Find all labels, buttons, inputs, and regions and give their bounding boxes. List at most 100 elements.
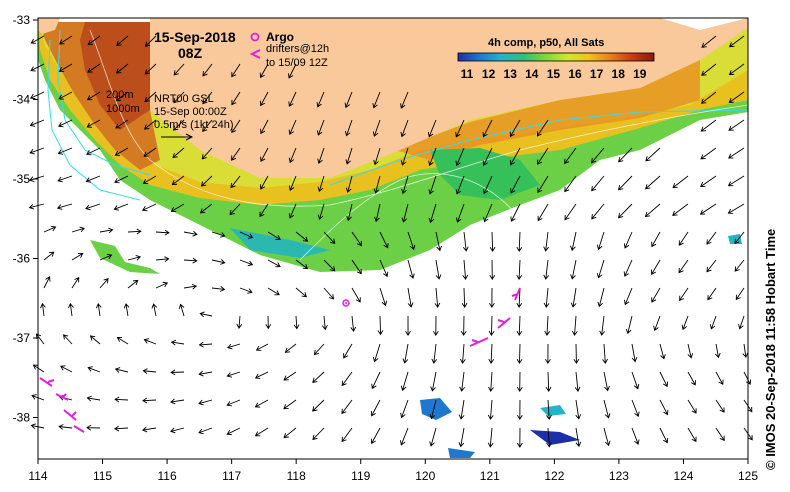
current-arrow [58,35,73,45]
current-arrow [591,203,605,220]
current-arrow [198,427,213,435]
current-arrow [143,147,157,157]
x-tick-label: 123 [609,469,629,483]
drifter-tracks [39,287,521,433]
x-tick-label: 116 [158,469,177,483]
current-arrow [631,343,638,363]
current-arrow [283,427,297,439]
current-arrow [631,371,640,390]
current-arrow [728,147,745,159]
current-arrow [591,147,605,164]
current-arrow [236,315,243,329]
current-arrow [172,119,185,131]
current-arrow [283,371,297,381]
current-arrow [99,253,113,261]
current-arrow [267,231,281,240]
current-arrow [322,315,328,331]
current-arrow [85,175,101,183]
current-arrow [259,63,269,79]
colorbar-tick-label: 17 [590,67,604,81]
current-arrow [570,231,577,252]
current-arrow [458,427,465,448]
current-arrow [430,371,437,392]
current-arrow [651,287,661,303]
current-arrow [543,259,550,280]
colorbar-tick-label: 18 [612,67,626,81]
current-arrow [400,119,409,138]
colorbar-tick-label: 13 [504,67,518,81]
current-arrow [672,175,689,189]
current-arrow [462,259,469,280]
current-arrow [58,91,73,100]
x-tick-label: 121 [480,469,500,483]
current-arrow [516,371,523,393]
current-arrow [659,427,669,444]
current-arrow [700,91,717,104]
current-arrow [516,343,523,365]
current-arrow [700,147,717,160]
current-arrow [573,343,580,365]
current-arrow [341,399,353,415]
current-arrow [373,147,381,166]
x-tick-label: 115 [93,469,112,483]
current-arrow [201,147,213,160]
current-arrow [370,399,381,417]
y-tick-label: -34 [13,93,31,107]
current-arrow [267,287,280,296]
current-arrow [29,119,45,127]
current-arrow [295,287,307,298]
map-time: 08Z [178,45,203,61]
current-arrow [86,424,101,431]
current-arrow [29,147,45,155]
scale-arrow [161,133,194,141]
scale-label: 0.5m/s (1kt 24h) [154,119,233,131]
current-arrow [435,259,442,280]
current-arrow [170,339,185,346]
current-arrow [379,287,388,307]
map-date: 15-Sep-2018 [154,29,236,45]
current-arrow [85,203,101,211]
current-arrow [374,203,381,223]
current-arrow [537,203,549,222]
current-arrow [429,427,437,447]
current-arrow [86,147,101,156]
current-arrow [631,427,640,445]
current-arrow [71,276,80,289]
current-arrow [198,341,213,348]
current-arrow [653,315,661,332]
current-arrow [29,91,45,100]
current-arrow [231,91,241,106]
drifter-legend-label: drifters@12h [266,43,329,55]
current-arrow [198,399,213,406]
current-arrow [116,337,129,345]
current-arrow [487,427,494,448]
current-arrow [618,147,633,163]
current-arrow [60,365,73,373]
x-tick-label: 125 [738,469,758,483]
current-arrow [199,203,213,214]
current-arrow [728,63,745,76]
current-arrow [316,91,325,108]
current-arrow [283,399,297,410]
x-tick-label: 119 [351,469,370,483]
current-arrow [537,147,549,165]
current-arrow [71,252,84,261]
current-arrow [727,175,745,187]
current-arrow [295,231,309,242]
current-arrow [597,287,605,308]
current-arrow [487,399,494,420]
isobath-1000-label: 1000m [106,103,140,115]
current-arrow [239,231,254,239]
current-arrow [700,175,717,188]
current-arrow [341,371,353,387]
current-arrow [144,35,157,47]
current-arrow [427,119,437,138]
y-tick-label: -35 [13,172,31,186]
current-arrow [537,175,549,194]
current-arrow [323,231,336,245]
current-arrow [312,427,325,441]
current-arrow [618,175,633,191]
current-arrow [123,303,130,317]
current-arrow [317,175,325,193]
y-axis: -33 -34 -35 -36 -37 -38 [13,13,38,425]
